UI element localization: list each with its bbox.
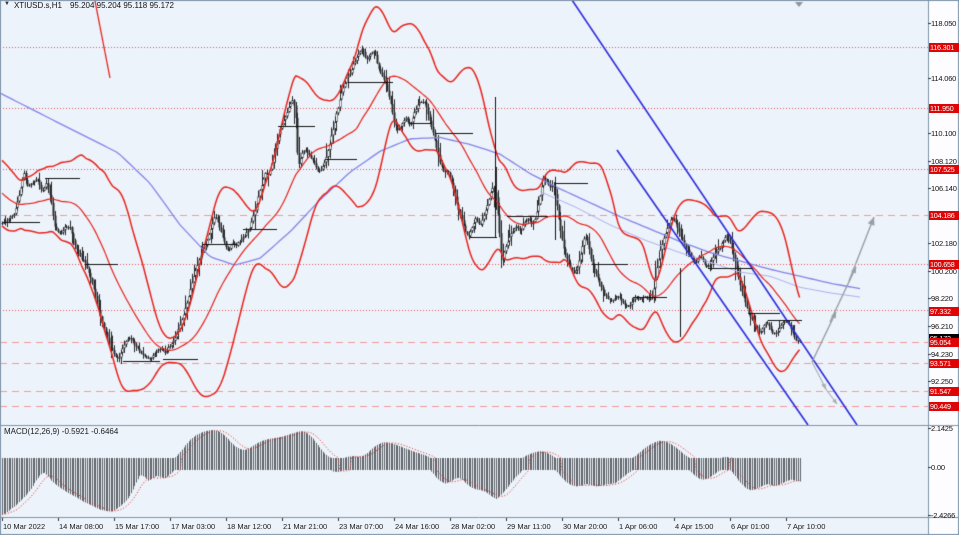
- price-level-label: 111.950: [929, 104, 959, 113]
- price-level-label: 93.571: [929, 359, 959, 368]
- price-level-label: 97.332: [929, 307, 959, 316]
- time-tick-label: 21 Mar 21:00: [283, 522, 328, 531]
- macd-tick-label: 0.00: [931, 463, 945, 472]
- time-tick-label: 15 Mar 17:00: [115, 522, 160, 531]
- price-tick-label: 92.250: [931, 377, 953, 386]
- time-tick-label: 1 Apr 06:00: [619, 522, 658, 531]
- symbol-timeframe-label: XTIUSD.s,H1: [13, 1, 62, 10]
- time-tick-label: 28 Mar 02:00: [451, 522, 496, 531]
- price-level-label: 90.449: [929, 402, 959, 411]
- chart-header[interactable]: ▼ XTIUSD.s,H1 95.204 95.204 95.118 95.172: [4, 1, 174, 10]
- macd-indicator-label: MACD(12,26,9) -0.5921 -0.6464: [4, 427, 119, 436]
- time-tick-label: 23 Mar 07:00: [339, 522, 384, 531]
- time-tick-label: 6 Apr 01:00: [731, 522, 770, 531]
- time-tick-label: 4 Apr 15:00: [675, 522, 714, 531]
- price-level-label: 116.301: [929, 43, 959, 52]
- time-tick-label: 14 Mar 08:00: [59, 522, 104, 531]
- macd-tick-label: -2.4266: [931, 511, 956, 520]
- price-tick-label: 118.050: [931, 19, 957, 28]
- price-tick-label: 94.230: [931, 350, 953, 359]
- ohlc-values: 95.204 95.204 95.118 95.172: [69, 1, 174, 10]
- time-tick-label: 29 Mar 11:00: [507, 522, 551, 531]
- price-tick-label: 98.220: [931, 294, 953, 303]
- time-tick-label: 24 Mar 16:00: [395, 522, 440, 531]
- time-tick-label: 7 Apr 10:00: [787, 522, 826, 531]
- price-level-label: 95.054: [929, 338, 959, 347]
- price-tick-label: 108.120: [931, 157, 957, 166]
- time-tick-label: 10 Mar 2022: [3, 522, 46, 531]
- price-tick-label: 96.210: [931, 322, 953, 331]
- price-level-label: 107.525: [929, 165, 959, 174]
- time-tick-label: 17 Mar 03:00: [171, 522, 216, 531]
- price-tick-label: 110.100: [931, 129, 957, 138]
- macd-tick-label: 2.1425: [931, 424, 953, 433]
- time-tick-label: 18 Mar 12:00: [227, 522, 272, 531]
- price-tick-label: 102.180: [931, 239, 957, 248]
- price-level-label: 104.186: [929, 211, 959, 220]
- price-level-label: 91.547: [929, 387, 959, 396]
- price-tick-label: 100.200: [931, 267, 957, 276]
- symbol-dropdown-icon[interactable]: ▼: [4, 1, 10, 7]
- time-tick-label: 30 Mar 20:00: [563, 522, 608, 531]
- price-tick-label: 114.060: [931, 74, 957, 83]
- price-tick-label: 106.140: [931, 184, 957, 193]
- price-level-label: 100.658: [929, 260, 959, 269]
